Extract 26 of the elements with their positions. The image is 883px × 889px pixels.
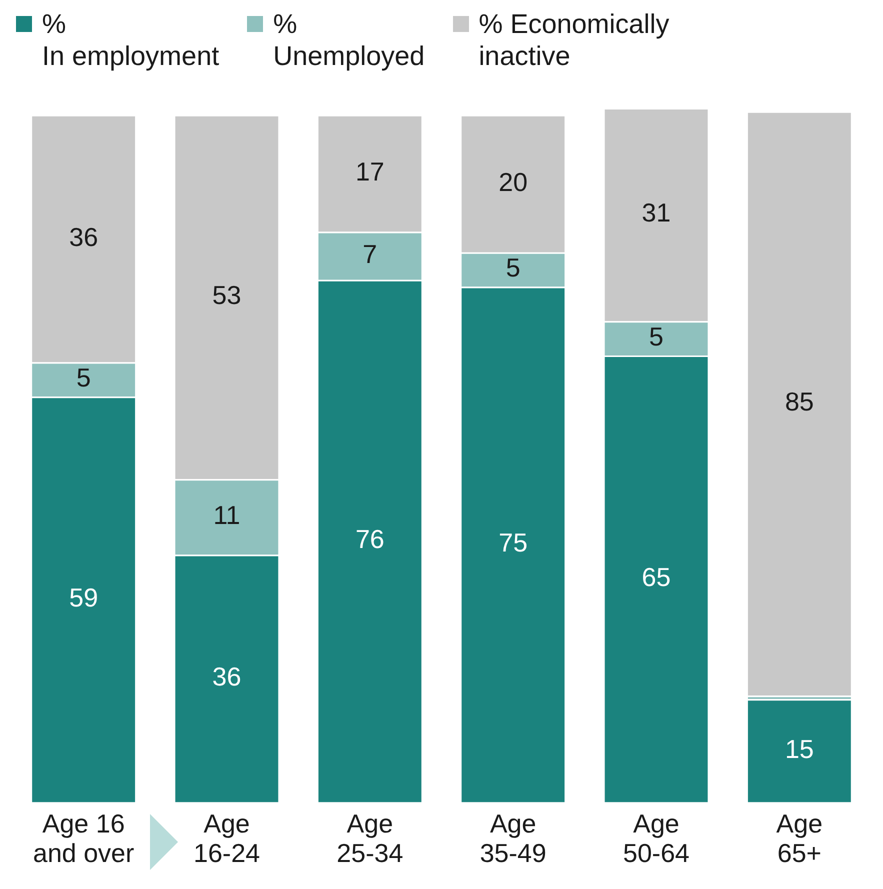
x-tick-label: Age 65+ (776, 808, 823, 868)
data-label: 7 (362, 238, 378, 269)
data-label: 5 (649, 321, 664, 352)
legend-label: % Economically inactive (478, 8, 670, 72)
data-label: 59 (69, 582, 98, 613)
data-label: 75 (498, 528, 528, 558)
x-tick-label: Age 16 and over (32, 808, 135, 868)
x-tick-label: Age 50-64 (623, 808, 690, 868)
data-label: 15 (784, 734, 814, 764)
data-label: 5 (76, 362, 91, 393)
data-label: 36 (212, 662, 242, 692)
x-tick-label: Age 35-49 (480, 808, 546, 868)
x-tick-label: Age 16-24 (194, 808, 260, 868)
data-label: 5 (506, 252, 520, 283)
legend-label: % In employment (42, 8, 220, 72)
x-tick-label: Age 25-34 (336, 808, 404, 868)
data-label: 20 (498, 166, 528, 197)
legend-label: % Unemployed (273, 8, 425, 72)
data-label: 17 (355, 156, 384, 186)
data-label: 65 (642, 562, 671, 592)
data-label: 85 (784, 386, 814, 417)
data-label: 76 (355, 524, 384, 554)
data-label: 53 (212, 280, 242, 310)
data-label: 31 (642, 198, 671, 228)
data-label: 36 (69, 222, 98, 252)
data-label: 11 (213, 500, 240, 530)
